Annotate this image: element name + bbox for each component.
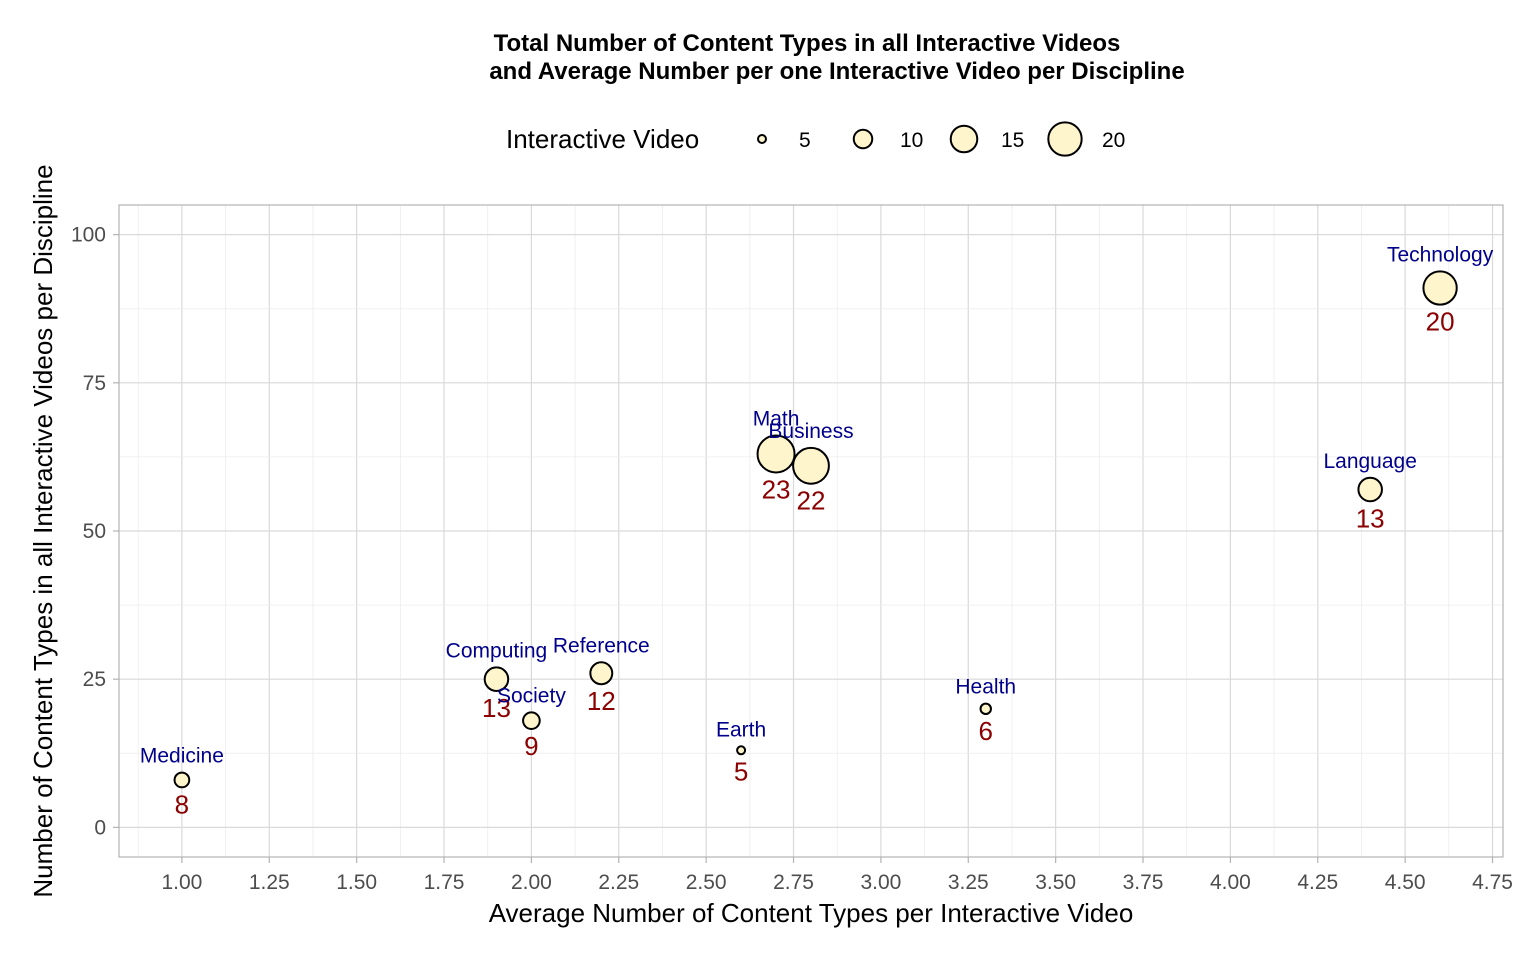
chart-title-line-2: and Average Number per one Interactive V…	[489, 58, 1184, 85]
legend-key-label: 10	[900, 129, 923, 152]
data-points	[173, 270, 1458, 789]
x-tick-label: 3.25	[948, 871, 989, 894]
point-name-label: Medicine	[140, 745, 224, 768]
bubble-earth	[736, 745, 747, 756]
gridlines	[119, 205, 1503, 857]
x-tick-label: 1.75	[424, 871, 465, 894]
x-axis-title: Average Number of Content Types per Inte…	[489, 898, 1134, 928]
point-name-label: Society	[497, 684, 566, 707]
legend-key-label: 15	[1001, 129, 1024, 152]
legend-title: Interactive Video	[506, 124, 699, 154]
bubble-math	[756, 434, 796, 474]
point-value-label: 12	[587, 686, 616, 716]
legend-key	[949, 124, 979, 154]
x-tick-label: 4.75	[1472, 871, 1513, 894]
legend-key-label: 20	[1102, 129, 1125, 152]
x-tick-label: 3.00	[860, 871, 901, 894]
y-axis-title: Number of Content Types in all Interacti…	[28, 164, 58, 897]
x-tick-label: 1.50	[336, 871, 377, 894]
bubble-health	[979, 702, 992, 716]
point-name-label: Health	[955, 676, 1016, 699]
point-name-label: Earth	[716, 718, 766, 741]
bubble-language	[1357, 476, 1383, 503]
point-name-label: Business	[768, 420, 853, 443]
x-tick-label: 2.00	[511, 871, 552, 894]
point-value-label: 13	[482, 693, 511, 723]
plot-panel: Medicine8Computing13Society9Reference12E…	[118, 204, 1504, 858]
x-tick-label: 4.25	[1297, 871, 1338, 894]
legend-key	[852, 128, 874, 150]
x-tick-label: 1.25	[249, 871, 290, 894]
chart-title: Total Number of Content Types in all Int…	[489, 30, 1184, 85]
bubble-computing	[483, 666, 510, 692]
bubble-medicine	[173, 771, 191, 789]
bubble-reference	[589, 661, 614, 686]
point-name-label: Technology	[1387, 243, 1494, 266]
point-name-label: Computing	[446, 639, 548, 662]
point-value-label: 13	[1356, 503, 1385, 533]
legend-key	[1047, 121, 1083, 157]
x-tick-label: 4.00	[1210, 871, 1251, 894]
y-tick-label: 50	[83, 520, 106, 543]
y-tick-label: 25	[83, 668, 106, 691]
legend-key-label: 5	[799, 129, 811, 152]
point-value-label: 9	[524, 731, 538, 761]
y-tick-label: 100	[71, 224, 106, 247]
x-tick-label: 2.25	[598, 871, 639, 894]
point-name-label: Math	[753, 407, 800, 430]
x-axis: 1.00 1.25 1.50 1.75 2.00 2.25 2.50 2.75 3.00 3.25…	[161, 857, 1513, 894]
x-tick-label: 4.50	[1385, 871, 1426, 894]
point-value-label: 23	[762, 474, 791, 504]
point-value-label: 6	[979, 716, 993, 746]
chart-title-line-1: Total Number of Content Types in all Int…	[494, 30, 1121, 57]
bubble-society	[522, 711, 541, 731]
point-name-label: Language	[1323, 450, 1416, 473]
y-tick-label: 0	[94, 816, 106, 839]
x-tick-label: 3.50	[1035, 871, 1076, 894]
point-labels: Medicine8Computing13Society9Reference12E…	[140, 243, 1494, 819]
point-value-label: 5	[734, 756, 748, 786]
point-value-label: 8	[175, 789, 189, 819]
y-axis: 0 25 50 75 100	[71, 224, 119, 839]
x-tick-label: 2.75	[773, 871, 814, 894]
x-tick-label: 2.50	[686, 871, 727, 894]
legend-key	[757, 134, 767, 144]
x-tick-label: 3.75	[1123, 871, 1164, 894]
bubble-technology	[1422, 270, 1458, 306]
x-tick-label: 1.00	[161, 871, 202, 894]
point-name-label: Reference	[553, 634, 650, 657]
y-tick-label: 75	[83, 372, 106, 395]
bubble-business	[792, 446, 830, 485]
size-legend: Interactive Video 5 10 15 20	[506, 121, 1125, 157]
point-value-label: 22	[797, 486, 826, 516]
point-value-label: 20	[1426, 307, 1455, 337]
